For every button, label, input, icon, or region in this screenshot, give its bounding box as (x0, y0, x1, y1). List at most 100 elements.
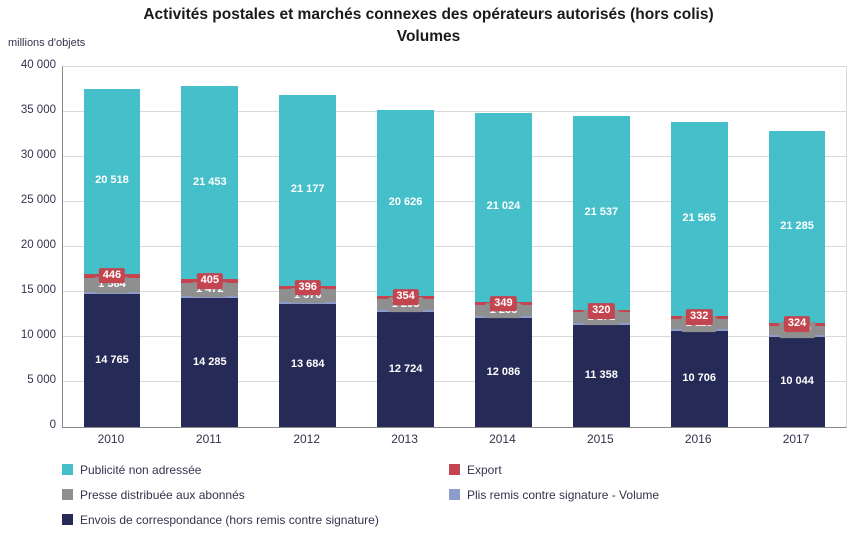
bar-column: 11 3581 17132021 537 (552, 67, 650, 427)
bar-column: 14 2851 47240521 453 (161, 67, 259, 427)
bar: 12 0861 23334921 024 (475, 112, 532, 427)
x-tick-label: 2017 (782, 432, 810, 446)
bar-segment: 13 684 (279, 303, 337, 427)
x-tick-label: 2010 (97, 432, 125, 446)
legend-item: Envois de correspondance (hors remis con… (62, 507, 449, 532)
bar: 11 3581 17132021 537 (572, 115, 630, 427)
bar-segment-label: 10 044 (776, 373, 818, 390)
y-tick-label: 40 000 (20, 59, 56, 71)
bar-segment: 12 724 (377, 312, 434, 427)
legend-column: Publicité non adressée Presse distribuée … (62, 457, 449, 532)
bar-segment-label: 11 358 (580, 368, 622, 384)
bar-segment: 21 177 (279, 95, 337, 286)
x-axis: 2010 2011 2012 2013 2014 2015 2016 2017 (62, 432, 845, 446)
bar-segment: 320 (572, 303, 630, 319)
bar-segment: 332 (670, 309, 728, 326)
legend-swatch (62, 489, 73, 500)
y-tick-label: 5 000 (27, 374, 56, 386)
bar-segment-label: 20 518 (91, 173, 133, 190)
bar-column: 13 6841 37639621 177 (259, 67, 357, 427)
legend-item: Presse distribuée aux abonnés (62, 482, 449, 507)
gridline (63, 156, 846, 157)
legend-label: Envois de correspondance (hors remis con… (80, 512, 379, 527)
bar-segment-label: 21 285 (776, 219, 818, 235)
legend-item: Publicité non adressée (62, 457, 449, 482)
bar-segment-label: 446 (98, 267, 126, 284)
bar-segment-label: 354 (392, 289, 419, 306)
gridline (63, 201, 846, 202)
bar-column: 10 7061 11533221 565 (650, 67, 748, 427)
legend-label: Plis remis contre signature - Volume (467, 487, 660, 502)
bar-segment: 405 (181, 273, 239, 289)
bar-segment: 446 (83, 267, 141, 284)
gridline (63, 246, 846, 247)
gridline (63, 381, 846, 382)
bar-segment-label: 21 565 (678, 210, 720, 227)
bar-segment-label: 21 537 (580, 204, 623, 221)
legend-label: Export (467, 462, 502, 477)
x-tick-label: 2016 (684, 432, 712, 446)
gridline (63, 291, 846, 292)
legend: Publicité non adressée Presse distribuée … (62, 457, 659, 532)
bar-column: 12 7241 29335420 626 (357, 67, 455, 427)
x-tick-label: 2014 (489, 432, 516, 446)
bar-segment-label: 10 706 (678, 370, 720, 387)
y-tick-label: 25 000 (20, 194, 56, 206)
bar-segment: 20 626 (377, 110, 434, 296)
bar-segment-label: 21 177 (286, 182, 329, 199)
y-axis: 0 5 000 10 000 15 000 20 000 25 000 30 000 35 0… (0, 59, 56, 431)
bar: 13 6841 37639621 177 (279, 95, 337, 427)
bar-segment-label: 349 (490, 295, 517, 312)
bar-segment-label: 12 086 (482, 364, 525, 381)
bar: 10 7061 11533221 565 (670, 121, 728, 427)
bar-segment: 21 285 (768, 131, 826, 323)
bar-segment-label: 21 024 (482, 199, 525, 216)
y-tick-label: 30 000 (20, 149, 56, 161)
y-tick-label: 35 000 (20, 104, 56, 116)
bar-segment-label: 324 (783, 316, 811, 333)
bar-segment: 324 (768, 316, 826, 333)
bar-segment-label: 320 (588, 303, 615, 319)
legend-item: Export (449, 457, 659, 482)
bar-column: 14 765 1 584 446 20 518 (63, 67, 161, 427)
gridline (63, 66, 846, 67)
x-tick-label: 2013 (391, 432, 418, 446)
bar-segment-label: 396 (294, 279, 321, 296)
bar-segment: 14 285 (181, 298, 239, 427)
bar: 12 7241 29335420 626 (377, 110, 434, 427)
bar-segment-label: 332 (685, 309, 713, 326)
y-tick-label: 15 000 (20, 284, 56, 296)
y-tick-label: 20 000 (20, 239, 56, 251)
legend-swatch (449, 489, 460, 500)
bar-column: 10 0441 03032421 285 (748, 67, 846, 427)
bar-segment-label: 21 453 (188, 174, 231, 191)
bar-segment: 20 518 (83, 88, 141, 274)
bar-segment: 21 024 (475, 112, 532, 303)
y-tick-label: 0 (49, 419, 56, 431)
bar: 14 765 1 584 446 20 518 (83, 88, 141, 427)
bar-segment: 11 358 (572, 324, 630, 427)
bar-segment: 349 (475, 295, 532, 312)
legend-item: Plis remis contre signature - Volume (449, 482, 659, 507)
bar: 10 0441 03032421 285 (768, 131, 826, 427)
y-tick-label: 10 000 (20, 329, 56, 341)
bar-segment: 354 (377, 289, 434, 306)
bar: 14 2851 47240521 453 (181, 86, 239, 427)
bar-segment: 10 044 (768, 336, 826, 427)
chart-title: Activités postales et marchés connexes d… (143, 6, 714, 23)
legend-label: Publicité non adressée (80, 462, 202, 477)
legend-swatch (62, 514, 73, 525)
bar-segment-label: 405 (196, 273, 223, 289)
bar-segment: 21 565 (670, 121, 728, 316)
legend-column: Export Plis remis contre signature - Volu… (449, 457, 659, 532)
bar-segment: 21 537 (572, 115, 630, 310)
gridline (63, 111, 846, 112)
bar-segment-label: 13 684 (286, 357, 329, 374)
gridline (63, 336, 846, 337)
bar-segment-label: 14 765 (91, 352, 133, 369)
bar-segment-label: 20 626 (384, 194, 427, 211)
bar-segment-label: 12 724 (384, 361, 427, 378)
